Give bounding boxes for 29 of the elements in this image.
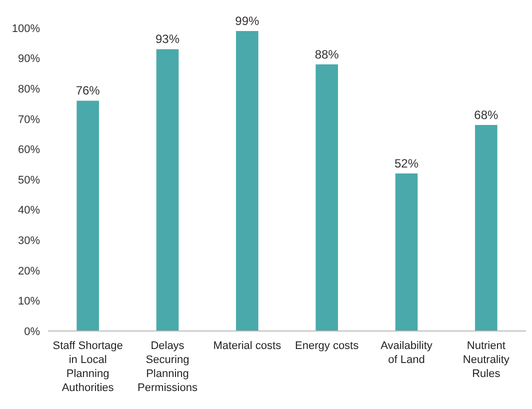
y-tick-label: 0% — [24, 326, 40, 338]
y-tick-label: 20% — [18, 265, 40, 278]
y-tick-label: 30% — [18, 234, 40, 247]
y-tick-label: 50% — [18, 174, 40, 186]
y-tick-label: 90% — [18, 53, 40, 66]
x-tick-label: Material costs — [213, 340, 282, 352]
y-tick-label: 70% — [18, 114, 40, 126]
y-tick-label: 80% — [18, 83, 40, 96]
x-tick-label: Energy costs — [295, 340, 360, 352]
x-tick-label: Delays Securing Planning Permissions — [138, 340, 198, 394]
data-label: 52% — [394, 156, 419, 170]
bar — [475, 124, 498, 331]
y-tick-label: 60% — [18, 144, 40, 156]
bar — [156, 49, 179, 331]
x-tick-label: Availability of Land — [380, 340, 433, 366]
y-tick-label: 40% — [18, 204, 40, 217]
bar — [236, 31, 258, 331]
data-label: 68% — [474, 108, 498, 122]
y-tick-label: 10% — [18, 296, 40, 308]
bar — [76, 100, 99, 331]
data-label: 99% — [235, 14, 260, 28]
data-label: 88% — [314, 47, 340, 62]
data-label: 76% — [76, 84, 100, 98]
x-tick-label: Nutrient Neutrality Rules — [462, 340, 510, 380]
bar — [395, 173, 418, 331]
data-label: 93% — [155, 32, 180, 46]
y-tick-label: 100% — [12, 22, 40, 35]
x-tick-label: Staff Shortage in Local Planning Authorities — [52, 340, 123, 394]
bar — [316, 64, 338, 331]
